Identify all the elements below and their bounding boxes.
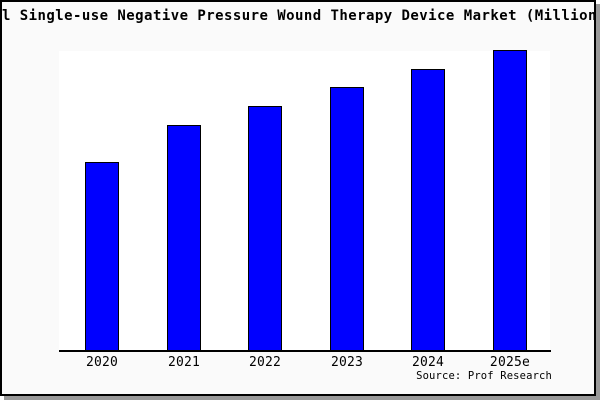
x-tick-label-2021: 2021 [167, 355, 201, 370]
x-tick-label-2025e: 2025e [489, 355, 531, 370]
source-credit: Source: Prof Research [416, 370, 552, 382]
x-tick-label-2023: 2023 [330, 355, 364, 370]
bar-2023 [330, 87, 364, 351]
plot-area [59, 51, 550, 351]
bar-2021 [167, 125, 201, 351]
bar-2020 [85, 162, 119, 351]
bar-2025e [493, 50, 527, 351]
x-tick-label-2020: 2020 [85, 355, 119, 370]
x-axis-line [59, 350, 551, 352]
bar-2024 [411, 69, 445, 351]
chart-title: l Single-use Negative Pressure Wound The… [2, 8, 596, 24]
x-tick-label-2022: 2022 [248, 355, 282, 370]
bar-2022 [248, 106, 282, 351]
x-tick-label-2024: 2024 [411, 355, 445, 370]
chart-canvas: l Single-use Negative Pressure Wound The… [2, 2, 594, 394]
